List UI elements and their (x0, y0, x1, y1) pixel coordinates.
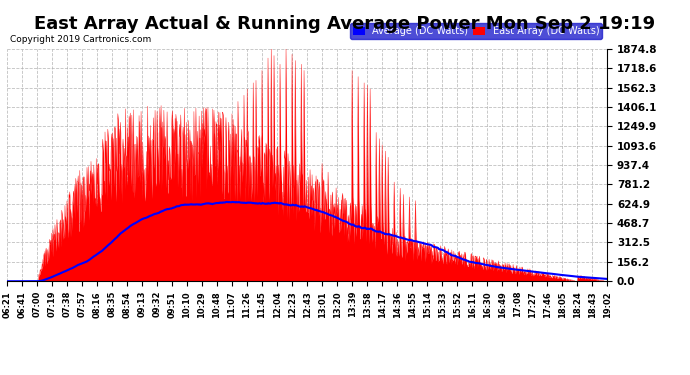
Text: Copyright 2019 Cartronics.com: Copyright 2019 Cartronics.com (10, 35, 151, 44)
Text: East Array Actual & Running Average Power Mon Sep 2 19:19: East Array Actual & Running Average Powe… (34, 15, 655, 33)
Legend: Average (DC Watts), East Array (DC Watts): Average (DC Watts), East Array (DC Watts… (350, 23, 602, 39)
